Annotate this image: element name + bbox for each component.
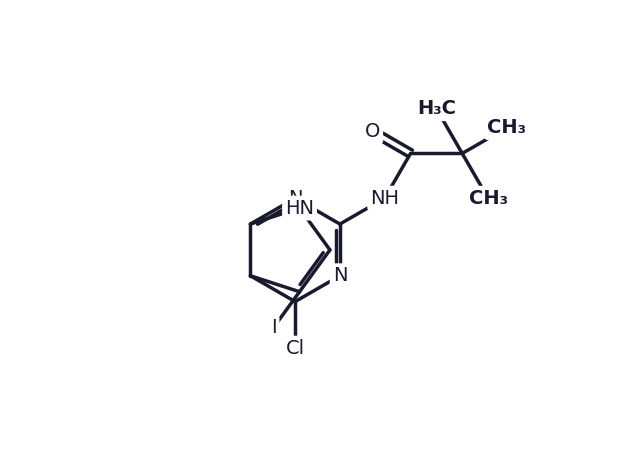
Text: O: O (365, 122, 380, 141)
Text: I: I (271, 318, 276, 337)
Text: CH₃: CH₃ (488, 118, 527, 137)
Text: CH₃: CH₃ (468, 189, 508, 208)
Text: HN: HN (285, 199, 314, 218)
Text: NH: NH (370, 189, 399, 208)
Text: H₃C: H₃C (417, 99, 456, 118)
Text: N: N (333, 266, 347, 285)
Text: N: N (288, 189, 302, 208)
Text: Cl: Cl (285, 338, 305, 358)
